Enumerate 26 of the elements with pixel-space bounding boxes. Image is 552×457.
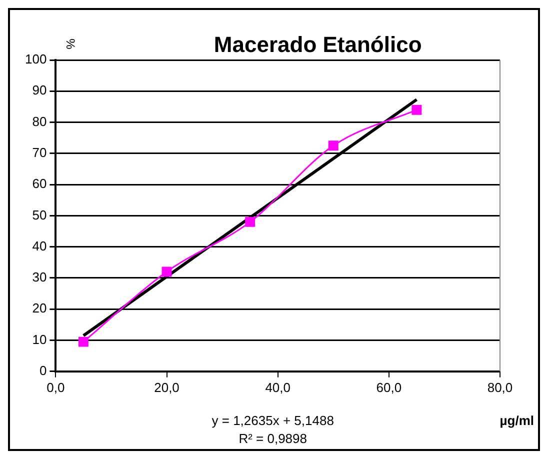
y-tick-label: 100 [24,52,47,67]
x-tick-label: 20,0 [154,380,180,395]
y-tick-label: 10 [32,332,47,347]
point [245,216,256,227]
point [412,104,422,115]
point [328,140,338,151]
x-tick-label: 0,0 [46,380,65,395]
y-tick-label: 70 [32,145,47,160]
y-axis-title: % [64,38,78,50]
point [78,336,88,347]
y-tick-label: 50 [32,207,47,222]
y-tick-label: 30 [32,270,47,285]
x-tick-label: 80,0 [487,380,513,395]
text: R² = 0,9898 [238,430,307,446]
point [162,266,172,277]
y-tick-label: 40 [32,238,47,254]
y-tick-label: 60 [32,176,47,192]
x-tick-label: 60,0 [376,380,402,395]
y-tick-label: 90 [32,82,47,98]
x-tick-label: 40,0 [265,380,290,395]
x-axis-title: µg/ml [500,412,534,428]
y-tick-label: 0 [39,362,47,378]
y-tick-label: 80 [32,114,47,129]
y-tick-label: 20 [32,300,47,316]
chart-title: Macerado Etanólico [214,32,422,58]
text: y = 1,2635x + 5,1488 [212,412,334,428]
